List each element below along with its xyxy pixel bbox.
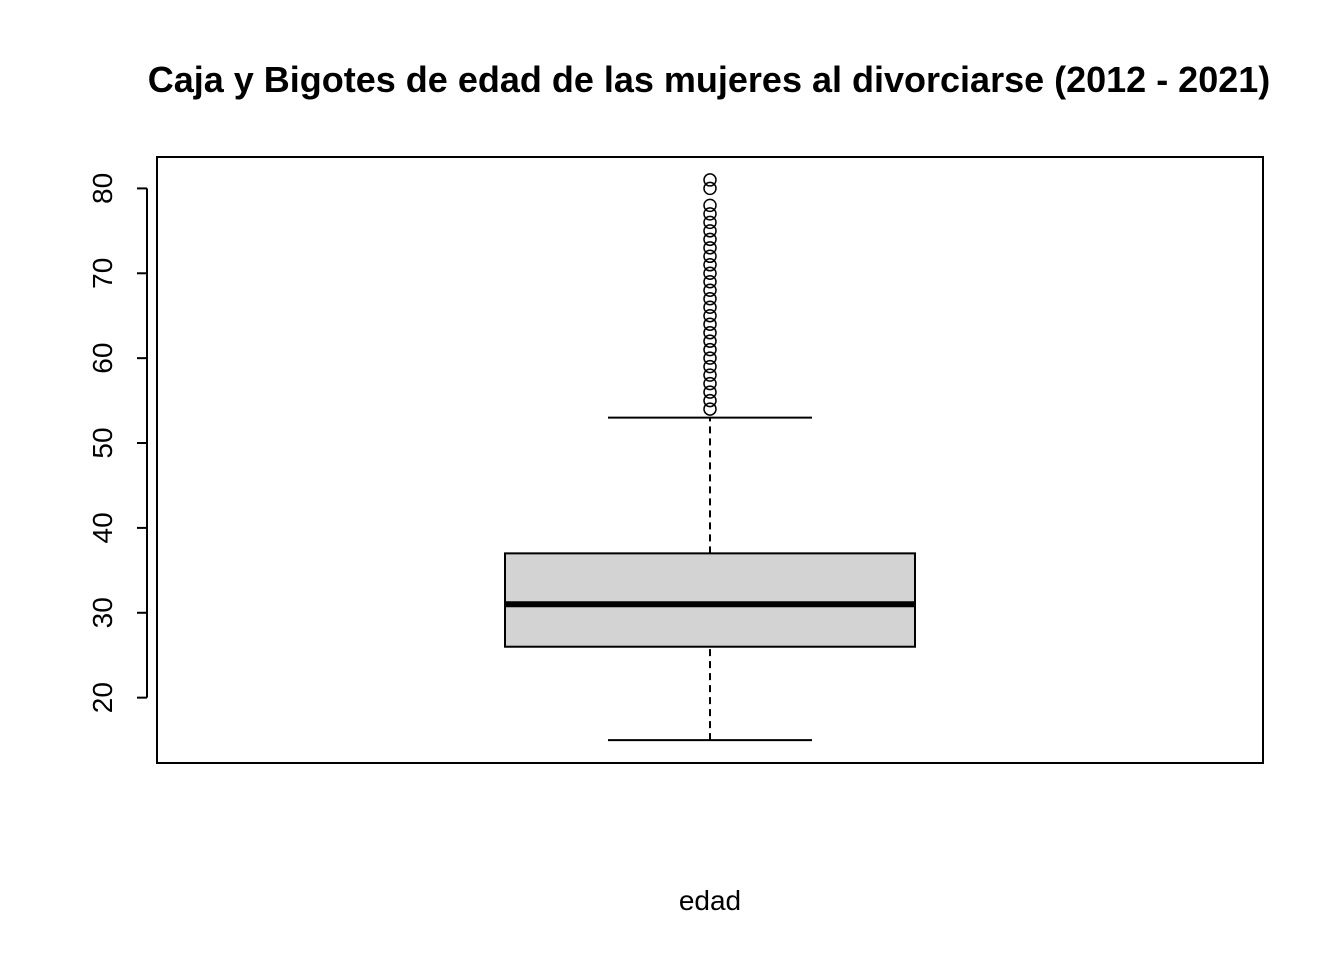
outlier-point [703,393,717,408]
y-tick-label: 30 [87,597,118,628]
outlier-point [703,249,717,264]
y-tick-label: 20 [87,682,118,713]
outlier-group [703,173,717,416]
outlier-point [703,325,717,340]
y-tick-label: 80 [87,173,118,204]
outlier-point [703,258,717,272]
outlier-point [703,198,717,213]
y-tick-label: 60 [87,343,118,374]
outlier-point [703,291,717,306]
outlier-point [703,351,717,365]
box-group [504,416,916,742]
outlier-point [703,334,717,348]
outlier-point [703,342,717,357]
outlier-point [703,181,717,196]
outlier-point [703,368,717,382]
outlier-point [703,317,717,331]
outlier-point [703,308,717,323]
outlier-point [703,385,717,399]
iqr-box [504,552,916,648]
y-tick-label: 50 [87,427,118,458]
y-tick-label: 40 [87,512,118,543]
y-axis: 20 30 40 50 60 70 80 [87,173,148,713]
plot-frame [156,156,1264,764]
outlier-point [703,215,717,230]
outlier-point [703,173,717,187]
outlier-point [703,359,717,374]
y-tick-label: 70 [87,258,118,289]
outlier-point [703,232,717,247]
outlier-point [703,275,717,289]
outlier-point [703,207,717,221]
outlier-point [703,300,717,314]
x-axis-label: edad [679,885,741,916]
outlier-point [703,241,717,255]
outlier-point [703,283,717,298]
outlier-point [703,266,717,281]
outlier-point [703,402,717,416]
chart-title: Caja y Bigotes de edad de las mujeres al… [148,59,1271,100]
outlier-point [703,376,717,391]
outlier-point [703,224,717,238]
